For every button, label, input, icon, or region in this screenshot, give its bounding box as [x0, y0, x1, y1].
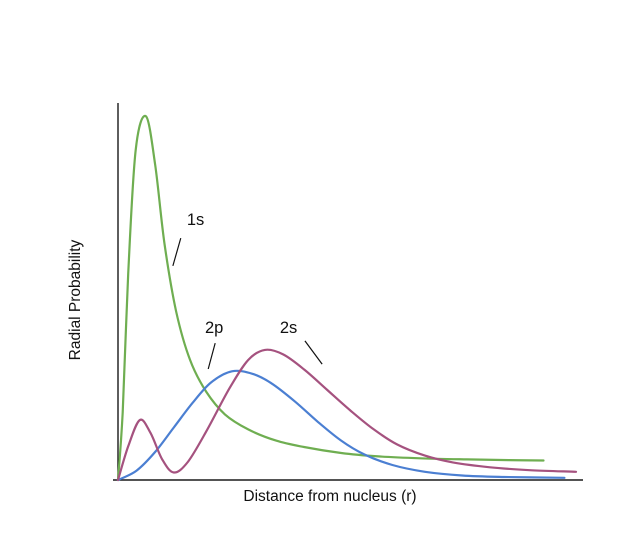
curve-1s — [116, 114, 545, 482]
curve-2s — [116, 348, 578, 482]
leader-line-1s — [172, 237, 182, 267]
x-axis-label: Distance from nucleus (r) — [243, 488, 417, 505]
leader-line-2p — [207, 342, 216, 370]
leader-line-2s — [304, 340, 323, 365]
curve-2p — [116, 369, 566, 482]
curve-label-2s: 2s — [280, 319, 297, 337]
curve-label-1s: 1s — [187, 211, 204, 229]
y-axis-label: Radial Probability — [67, 239, 84, 361]
curve-label-2p: 2p — [205, 319, 223, 337]
